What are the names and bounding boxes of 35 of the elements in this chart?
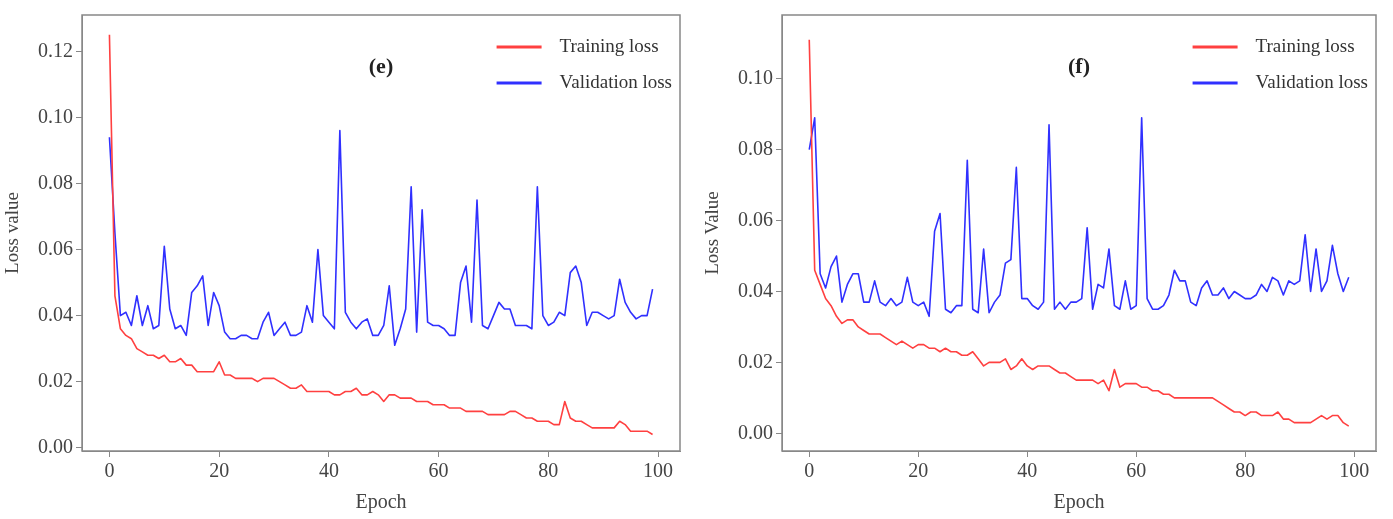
y-tick-label: 0.08 [738, 136, 773, 159]
x-tick-label: 40 [1017, 459, 1038, 482]
y-tick-label: 0.00 [738, 420, 773, 443]
legend-label: Validation loss [1255, 70, 1369, 92]
y-tick-label: 0.02 [38, 368, 73, 391]
x-tick-label: 100 [643, 459, 674, 482]
x-axis-title: Epoch [1053, 490, 1105, 514]
text: (e) [368, 52, 394, 78]
x-tick-label: 40 [318, 459, 339, 482]
y-tick-label: 0.00 [38, 434, 73, 457]
y-tick-label: 0.10 [38, 104, 73, 127]
y-tick-label: 0.10 [738, 66, 773, 89]
x-tick-label: 80 [538, 459, 559, 482]
y-tick-label: 0.04 [38, 302, 73, 325]
text: (f) [1068, 52, 1090, 78]
y-tick-label: 0.02 [738, 349, 773, 372]
y-tick-label: 0.06 [38, 236, 73, 259]
y-axis-title: Loss Value [701, 191, 723, 275]
x-tick-label: 0 [804, 459, 815, 482]
y-axis-title: Loss value [1, 192, 23, 274]
x-tick-label: 20 [209, 459, 230, 482]
y-tick-label: 0.08 [38, 170, 73, 193]
y-tick-label: 0.04 [738, 278, 773, 301]
x-tick-label: 80 [1235, 459, 1256, 482]
x-axis-title: Epoch [355, 490, 407, 514]
legend-label: Validation loss [559, 70, 673, 92]
y-tick-label: 0.12 [38, 38, 73, 61]
x-tick-label: 60 [428, 459, 449, 482]
x-tick-label: 20 [908, 459, 929, 482]
y-tick-label: 0.06 [738, 207, 773, 230]
x-tick-label: 0 [104, 459, 115, 482]
legend-label: Training loss [559, 34, 659, 56]
x-tick-label: 60 [1126, 459, 1147, 482]
x-tick-label: 100 [1339, 459, 1370, 482]
legend-label: Training loss [1255, 34, 1355, 56]
